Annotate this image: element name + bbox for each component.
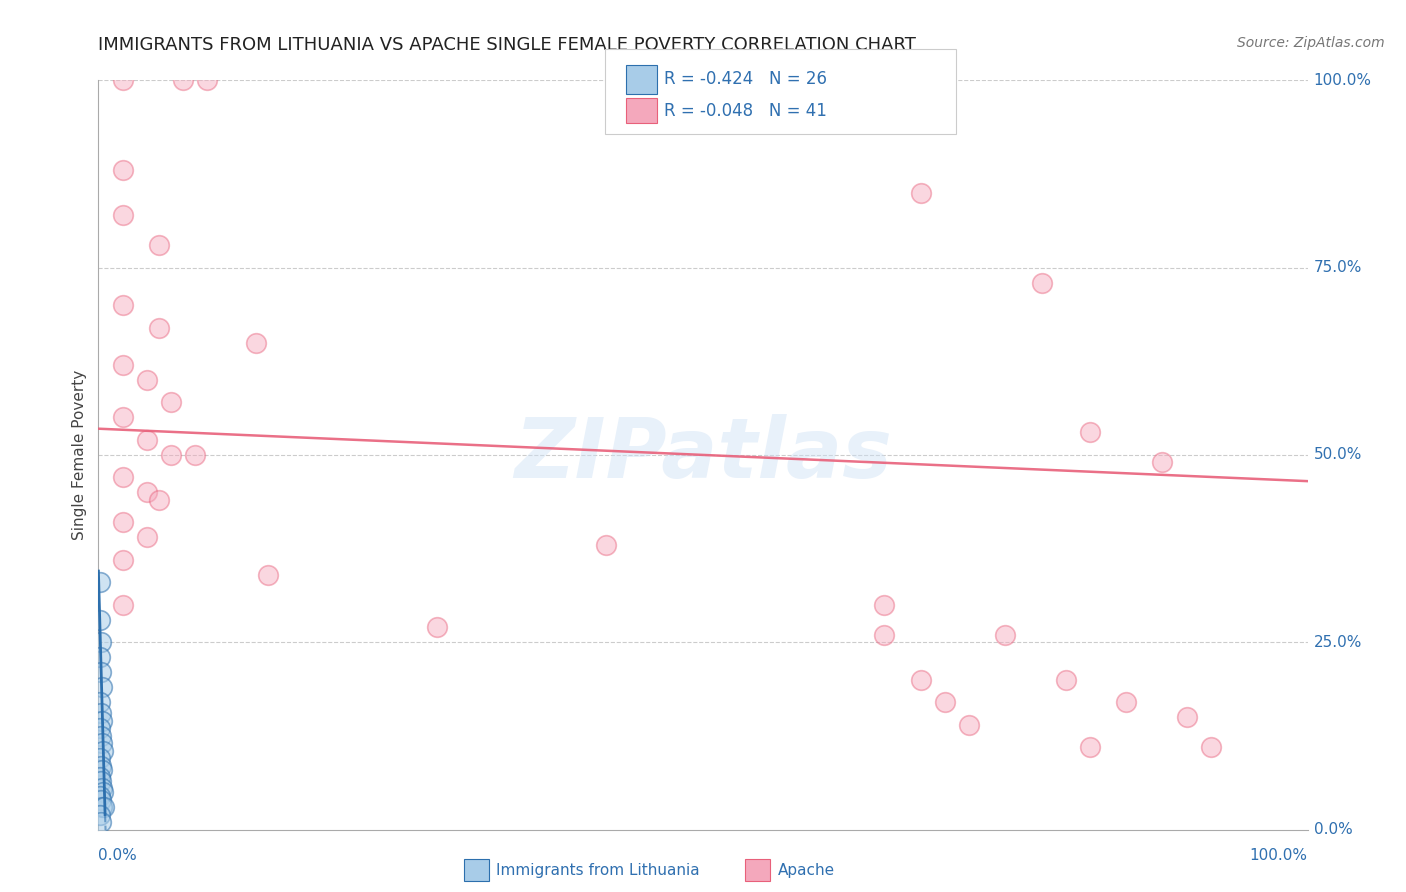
Point <box>91 736 114 750</box>
Point <box>89 695 111 709</box>
Point <box>89 770 111 784</box>
Point <box>111 516 134 530</box>
Point <box>91 781 114 796</box>
Text: 0.0%: 0.0% <box>98 848 138 863</box>
Point <box>873 628 896 642</box>
Point <box>111 298 134 312</box>
Point <box>90 815 112 830</box>
Point <box>91 714 114 728</box>
Point <box>172 73 194 87</box>
Point <box>148 238 170 252</box>
Point <box>135 485 157 500</box>
Point <box>111 358 134 372</box>
Text: IMMIGRANTS FROM LITHUANIA VS APACHE SINGLE FEMALE POVERTY CORRELATION CHART: IMMIGRANTS FROM LITHUANIA VS APACHE SING… <box>98 36 917 54</box>
Point <box>595 538 617 552</box>
Point <box>111 470 134 484</box>
Point <box>160 395 183 409</box>
Point <box>93 800 115 814</box>
Text: Apache: Apache <box>778 863 835 878</box>
Point <box>910 186 932 200</box>
Point <box>994 628 1017 642</box>
Point <box>934 695 956 709</box>
Point <box>91 744 114 758</box>
Point <box>1115 695 1137 709</box>
Text: Source: ZipAtlas.com: Source: ZipAtlas.com <box>1237 36 1385 50</box>
Point <box>1152 455 1174 469</box>
Point <box>90 706 112 721</box>
Point <box>245 335 267 350</box>
Point <box>89 575 111 590</box>
Point <box>90 773 112 788</box>
Point <box>91 680 114 694</box>
Text: 75.0%: 75.0% <box>1313 260 1362 275</box>
Text: Immigrants from Lithuania: Immigrants from Lithuania <box>496 863 700 878</box>
Point <box>90 665 112 680</box>
Point <box>89 722 111 736</box>
Point <box>91 763 114 777</box>
Point <box>873 598 896 612</box>
Point <box>111 553 134 567</box>
Text: R = -0.048   N = 41: R = -0.048 N = 41 <box>664 102 827 120</box>
Point <box>89 751 111 765</box>
Point <box>1078 740 1101 755</box>
Point <box>111 73 134 87</box>
Point <box>89 789 111 803</box>
Point <box>195 73 218 87</box>
Y-axis label: Single Female Poverty: Single Female Poverty <box>72 370 87 540</box>
Text: 25.0%: 25.0% <box>1313 635 1362 649</box>
Point <box>1031 276 1053 290</box>
Point <box>90 635 112 649</box>
Point <box>1175 710 1198 724</box>
Text: ZIPatlas: ZIPatlas <box>515 415 891 495</box>
Point <box>91 800 114 814</box>
Text: 100.0%: 100.0% <box>1313 73 1372 87</box>
Text: 0.0%: 0.0% <box>1313 822 1353 837</box>
Point <box>148 492 170 507</box>
Point <box>148 320 170 334</box>
Point <box>957 717 980 731</box>
Point <box>111 208 134 222</box>
Point <box>160 448 183 462</box>
Point <box>91 785 114 799</box>
Point <box>184 448 207 462</box>
Point <box>111 598 134 612</box>
Point <box>111 410 134 425</box>
Text: R = -0.424   N = 26: R = -0.424 N = 26 <box>664 70 827 88</box>
Point <box>135 373 157 387</box>
Text: 100.0%: 100.0% <box>1250 848 1308 863</box>
Point <box>89 807 111 822</box>
Point <box>1078 425 1101 440</box>
Point <box>89 650 111 665</box>
Point <box>89 613 111 627</box>
Text: 50.0%: 50.0% <box>1313 448 1362 462</box>
Point <box>426 620 449 634</box>
Point <box>1054 673 1077 687</box>
Point <box>90 792 112 806</box>
Point <box>910 673 932 687</box>
Point <box>111 163 134 178</box>
Point <box>256 567 278 582</box>
Point <box>90 729 112 743</box>
Point <box>90 759 112 773</box>
Point <box>1199 740 1222 755</box>
Point <box>135 433 157 447</box>
Point <box>135 530 157 544</box>
